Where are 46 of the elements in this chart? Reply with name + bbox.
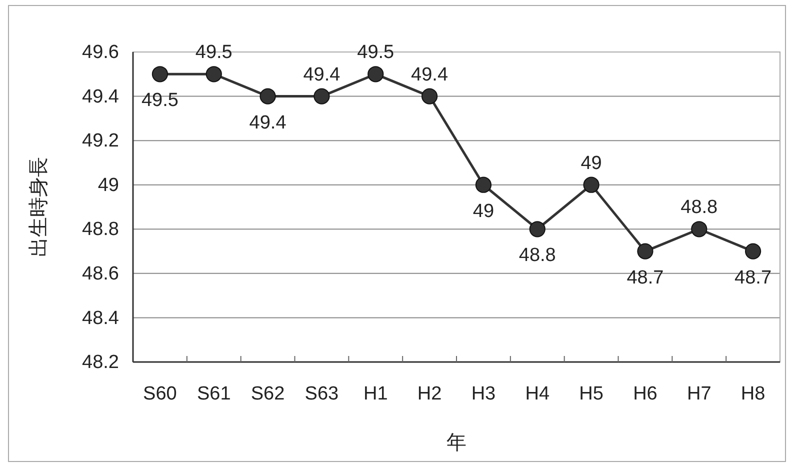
x-tick-label: S62 xyxy=(250,383,285,404)
y-tick-label: 48.6 xyxy=(82,264,119,285)
point xyxy=(744,243,762,260)
point xyxy=(206,66,222,82)
point xyxy=(152,66,168,82)
y-tick-label: 49.6 xyxy=(82,42,119,64)
data-label: 49 xyxy=(472,200,494,222)
x-tick-label: H5 xyxy=(579,383,604,404)
point xyxy=(637,243,654,260)
data-label: 48.7 xyxy=(626,267,664,288)
data-label: 48.8 xyxy=(518,245,556,266)
y-tick-label: 49.4 xyxy=(82,86,120,108)
data-label: 49.5 xyxy=(195,42,232,64)
y-tick-label: 48.2 xyxy=(82,352,119,374)
y-tick-label: 48.4 xyxy=(82,308,120,329)
data-label: 49.5 xyxy=(141,90,178,112)
point xyxy=(260,88,276,104)
point xyxy=(583,176,600,193)
y-tick-label: 49 xyxy=(98,174,119,196)
point xyxy=(529,221,546,238)
data-label: 48.8 xyxy=(680,197,718,218)
y-tick-label: 49.2 xyxy=(82,130,119,152)
x-tick-label: H2 xyxy=(417,383,442,404)
point xyxy=(691,221,708,238)
point xyxy=(421,88,438,104)
x-tick-label: H4 xyxy=(525,383,550,404)
data-label: 49.5 xyxy=(357,42,394,64)
x-axis-title: 年 xyxy=(446,432,466,454)
data-label: 49.4 xyxy=(303,64,341,86)
data-label: 49 xyxy=(580,152,602,174)
data-label: 49.4 xyxy=(411,64,448,86)
point xyxy=(475,176,492,193)
x-tick-label: H7 xyxy=(686,383,712,404)
data-label: 48.7 xyxy=(734,267,772,288)
x-tick-label: S63 xyxy=(304,383,339,404)
y-axis-title: 出生時身長 xyxy=(28,157,50,257)
x-tick-label: H3 xyxy=(471,383,496,404)
x-tick-label: H8 xyxy=(740,383,766,404)
x-tick-label: H1 xyxy=(363,383,388,404)
data-label: 49.4 xyxy=(249,112,287,134)
x-tick-label: S60 xyxy=(143,383,177,404)
point xyxy=(368,66,384,82)
point xyxy=(314,88,330,104)
x-tick-label: S61 xyxy=(196,383,231,404)
y-tick-label: 48.8 xyxy=(82,219,119,240)
x-tick-label: H6 xyxy=(633,383,658,404)
